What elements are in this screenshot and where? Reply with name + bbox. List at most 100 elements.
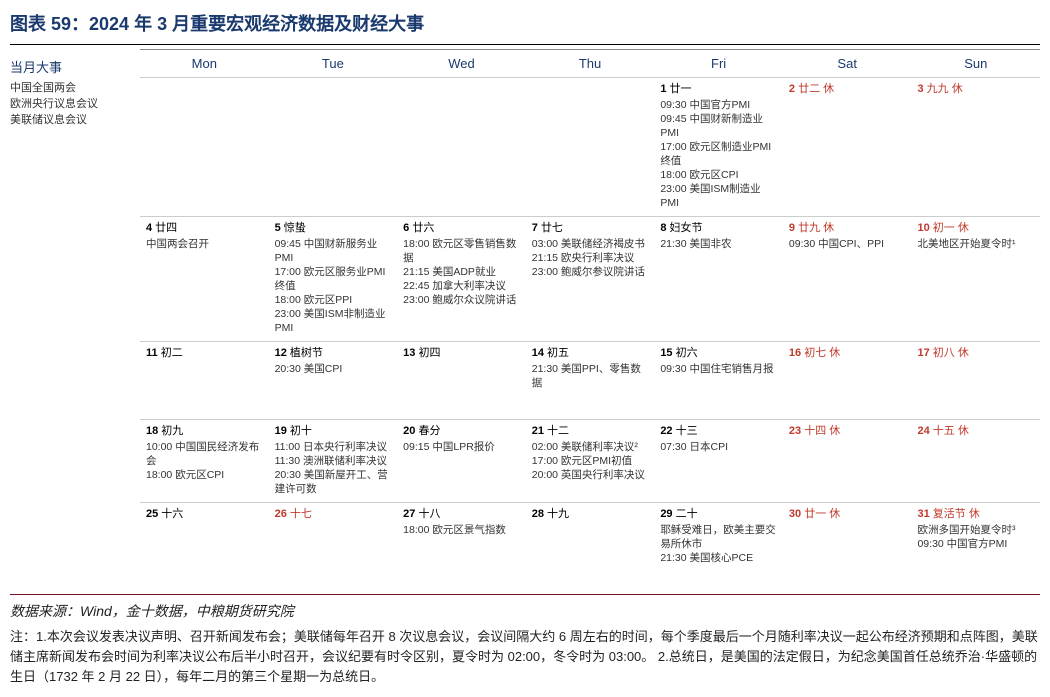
day-header: 4 廿四: [146, 221, 263, 235]
sidebar-item: 欧洲央行议息会议: [10, 96, 140, 112]
event-item: 21:15 欧央行利率决议: [532, 251, 649, 265]
day-header: 14 初五: [532, 346, 649, 360]
event-item: 21:30 美国PPI、零售数据: [532, 362, 649, 390]
calendar: MonTueWedThuFriSatSun 1 廿一09:30 中国官方PMI0…: [140, 49, 1040, 580]
calendar-cell: 15 初六 09:30 中国住宅销售月报: [654, 342, 783, 419]
event-item: 21:30 美国非农: [660, 237, 777, 251]
event-item: 耶稣受难日，欧美主要交易所休市: [660, 523, 777, 551]
calendar-row: 25 十六26 十七27 十八18:00 欧元区景气指数28 十九29 二十耶稣…: [140, 502, 1040, 580]
footer-divider: [10, 594, 1040, 595]
event-item: 09:30 中国CPI、PPI: [789, 237, 906, 251]
day-header: 30 廿一 休: [789, 507, 906, 521]
day-header: 24 十五 休: [917, 424, 1034, 438]
sidebar: 当月大事 中国全国两会欧洲央行议息会议美联储议息会议: [10, 49, 140, 580]
calendar-cell: [269, 78, 398, 216]
calendar-row: 1 廿一09:30 中国官方PMI09:45 中国财新制造业PMI17:00 欧…: [140, 77, 1040, 216]
event-item: 22:45 加拿大利率决议: [403, 279, 520, 293]
day-header: 26 十七: [275, 507, 392, 521]
calendar-cell: 18 初九10:00 中国国民经济发布会18:00 欧元区CPI: [140, 420, 269, 502]
event-item: 欧洲多国开始夏令时³: [917, 523, 1034, 537]
day-header: 11 初二: [146, 346, 263, 360]
day-header: 17 初八 休: [917, 346, 1034, 360]
event-item: 03:00 美联储经济褐皮书: [532, 237, 649, 251]
day-header: 7 廿七: [532, 221, 649, 235]
day-header: 1 廿一: [660, 82, 777, 96]
day-header: 16 初七 休: [789, 346, 906, 360]
event-item: 21:15 美国ADP就业: [403, 265, 520, 279]
event-item: 09:15 中国LPR报价: [403, 440, 520, 454]
calendar-cell: 19 初十11:00 日本央行利率决议11:30 澳洲联储利率决议20:30 美…: [269, 420, 398, 502]
calendar-cell: 20 春分 09:15 中国LPR报价: [397, 420, 526, 502]
event-item: 17:00 欧元区PMI初值: [532, 454, 649, 468]
weekday-header: Tue: [269, 50, 398, 77]
calendar-row: 18 初九10:00 中国国民经济发布会18:00 欧元区CPI19 初十11:…: [140, 419, 1040, 502]
day-header: 31 复活节 休: [917, 507, 1034, 521]
day-header: 2 廿二 休: [789, 82, 906, 96]
day-header: 27 十八: [403, 507, 520, 521]
calendar-header: MonTueWedThuFriSatSun: [140, 50, 1040, 77]
calendar-cell: 31 复活节 休欧洲多国开始夏令时³09:30 中国官方PMI: [911, 503, 1040, 580]
calendar-cell: 2 廿二 休: [783, 78, 912, 216]
event-item: 09:45 中国财新制造业PMI: [660, 112, 777, 140]
event-item: 17:00 欧元区服务业PMI终值: [275, 265, 392, 293]
footnotes: 注：1.本次会议发表决议声明、召开新闻发布会；美联储每年召开 8 次议息会议，会…: [10, 627, 1040, 687]
event-item: 11:30 澳洲联储利率决议: [275, 454, 392, 468]
day-header: 13 初四: [403, 346, 520, 360]
calendar-cell: [397, 78, 526, 216]
calendar-cell: 22 十三 07:30 日本CPI: [654, 420, 783, 502]
day-header: 3 九九 休: [917, 82, 1034, 96]
calendar-cell: 7 廿七 03:00 美联储经济褐皮书21:15 欧央行利率决议23:00 鲍威尔…: [526, 217, 655, 341]
event-item: 07:30 日本CPI: [660, 440, 777, 454]
weekday-header: Sun: [911, 50, 1040, 77]
calendar-body: 1 廿一 09:30 中国官方PMI09:45 中国财新制造业PMI 17:00 欧…: [140, 77, 1040, 580]
calendar-cell: 6 廿六18:00 欧元区零售销售数据21:15 美国ADP就业22:45 加拿…: [397, 217, 526, 341]
day-header: 28 十九: [532, 507, 649, 521]
event-item: 02:00 美联储利率决议²: [532, 440, 649, 454]
day-header: 25 十六: [146, 507, 263, 521]
calendar-row: 11 初二12 植树节20:30 美国CPI13 初四14 初五21:30 美国…: [140, 341, 1040, 419]
calendar-cell: [140, 78, 269, 216]
weekday-header: Fri: [654, 50, 783, 77]
event-item: 23:00 鲍威尔参议院讲话: [532, 265, 649, 279]
calendar-cell: 9 廿九 休 09:30 中国CPI、PPI: [783, 217, 912, 341]
event-item: 09:30 中国官方PMI: [660, 98, 777, 112]
weekday-header: Mon: [140, 50, 269, 77]
calendar-cell: 13 初四: [397, 342, 526, 419]
event-item: 18:00 欧元区PPI: [275, 293, 392, 307]
calendar-cell: 25 十六: [140, 503, 269, 580]
day-header: 8 妇女节: [660, 221, 777, 235]
calendar-cell: 26 十七: [269, 503, 398, 580]
day-header: 15 初六: [660, 346, 777, 360]
calendar-cell: 1 廿一09:30 中国官方PMI09:45 中国财新制造业PMI17:00 欧…: [654, 78, 783, 216]
day-header: 20 春分: [403, 424, 520, 438]
calendar-cell: 16 初七 休: [783, 342, 912, 419]
day-header: 6 廿六: [403, 221, 520, 235]
calendar-cell: 4 廿四中国两会召开: [140, 217, 269, 341]
calendar-cell: 11 初二: [140, 342, 269, 419]
event-item: 21:30 美国核心PCE: [660, 551, 777, 565]
weekday-header: Thu: [526, 50, 655, 77]
data-source: 数据来源：Wind，金十数据，中粮期货研究院: [10, 601, 1040, 621]
calendar-cell: 3 九九 休: [911, 78, 1040, 216]
event-item: 18:00 欧元区景气指数: [403, 523, 520, 537]
calendar-row: 4 廿四中国两会召开5 惊蛰09:45 中国财新服务业PMI17:00 欧元区服…: [140, 216, 1040, 341]
day-header: 9 廿九 休: [789, 221, 906, 235]
calendar-cell: 8 妇女节 21:30 美国非农: [654, 217, 783, 341]
sidebar-item: 美联储议息会议: [10, 112, 140, 128]
calendar-cell: 24 十五 休: [911, 420, 1040, 502]
event-item: 09:45 中国财新服务业PMI: [275, 237, 392, 265]
event-item: 18:00 欧元区CPI: [146, 468, 263, 482]
event-item: 18:00 欧元区CPI: [660, 168, 777, 182]
event-item: 20:00 英国央行利率决议: [532, 468, 649, 482]
day-header: 10 初一 休: [917, 221, 1034, 235]
calendar-cell: 27 十八 18:00 欧元区景气指数: [397, 503, 526, 580]
title-underline: [10, 44, 1040, 45]
weekday-header: Wed: [397, 50, 526, 77]
day-header: 19 初十: [275, 424, 392, 438]
event-item: 09:30 中国住宅销售月报: [660, 362, 777, 376]
day-header: 21 十二: [532, 424, 649, 438]
day-header: 22 十三: [660, 424, 777, 438]
calendar-cell: 10 初一 休北美地区开始夏令时¹: [911, 217, 1040, 341]
event-item: 北美地区开始夏令时¹: [917, 237, 1034, 251]
event-item: 10:00 中国国民经济发布会: [146, 440, 263, 468]
